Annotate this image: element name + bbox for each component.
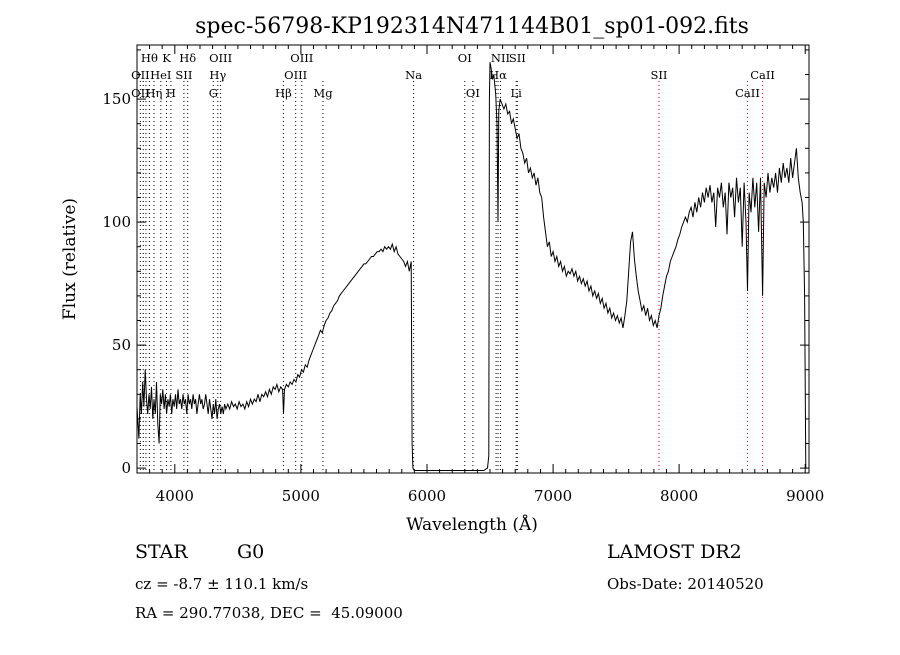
spectral-line-label: H xyxy=(166,86,176,100)
spectral-line-label: Hγ xyxy=(209,68,226,82)
x-axis-label: Wavelength (Å) xyxy=(406,514,538,535)
redshift-cz: cz = -8.7 ± 110.1 km/s xyxy=(135,575,309,593)
spectral-line-label: OIII xyxy=(290,51,313,65)
spectral-line-label: Hθ xyxy=(141,51,158,65)
spectral-line-label: OI xyxy=(466,86,480,100)
y-tick-label: 150 xyxy=(102,90,131,108)
spectrum-line xyxy=(136,62,807,471)
x-tick-label: 8000 xyxy=(660,487,698,505)
object-class: STAR xyxy=(135,541,188,563)
spectral-line-label: OIII xyxy=(284,68,307,82)
y-axis-label: Flux (relative) xyxy=(60,198,80,320)
spectral-line-label: SII xyxy=(651,68,668,82)
spectral-line-label: Hα xyxy=(489,68,507,82)
x-tick-label: 5000 xyxy=(282,487,320,505)
survey-name: LAMOST DR2 xyxy=(607,541,742,563)
spectral-line-label: CaII xyxy=(735,86,760,100)
spectral-line-label: Hδ xyxy=(179,51,196,65)
x-tick-label: 9000 xyxy=(786,487,824,505)
spectral-line-label: SII xyxy=(509,51,526,65)
spectral-line-label: Hη xyxy=(146,86,163,100)
obs-date: Obs-Date: 20140520 xyxy=(607,575,764,593)
y-tick-label: 50 xyxy=(112,336,131,354)
spectral-line-label: G xyxy=(209,86,218,100)
spectral-line-label: K xyxy=(162,51,171,65)
spectral-line-label: OIII xyxy=(209,51,232,65)
spectral-line-label: Mg xyxy=(313,86,333,100)
plot-frame xyxy=(136,44,810,474)
coordinates: RA = 290.77038, DEC = 45.09000 xyxy=(135,604,403,622)
x-tick-label: 7000 xyxy=(534,487,572,505)
spectral-line-label: OII xyxy=(131,86,150,100)
spectral-line-label: OI xyxy=(458,51,472,65)
spectral-line-label: CaII xyxy=(750,68,775,82)
x-tick-label: 6000 xyxy=(408,487,446,505)
object-subclass: G0 xyxy=(237,541,265,563)
spectral-line-label: NII xyxy=(491,51,510,65)
spectral-line-label: Li xyxy=(511,86,523,100)
x-tick-label: 4000 xyxy=(156,487,194,505)
x-axis-ticks: 4000 5000 6000 7000 8000 9000 xyxy=(136,45,824,505)
spectral-line-label: SII xyxy=(175,68,192,82)
chart-title: spec-56798-KP192314N471144B01_sp01-092.f… xyxy=(195,14,749,39)
spectral-line-label: Na xyxy=(405,68,422,82)
spectral-line-markers xyxy=(139,81,764,473)
spectral-line-label: HeI xyxy=(150,68,171,82)
y-tick-label: 0 xyxy=(121,459,131,477)
y-axis-ticks: 0 50 100 150 xyxy=(102,49,809,477)
spectral-line-label: Hβ xyxy=(275,86,292,100)
y-tick-label: 100 xyxy=(102,213,131,231)
